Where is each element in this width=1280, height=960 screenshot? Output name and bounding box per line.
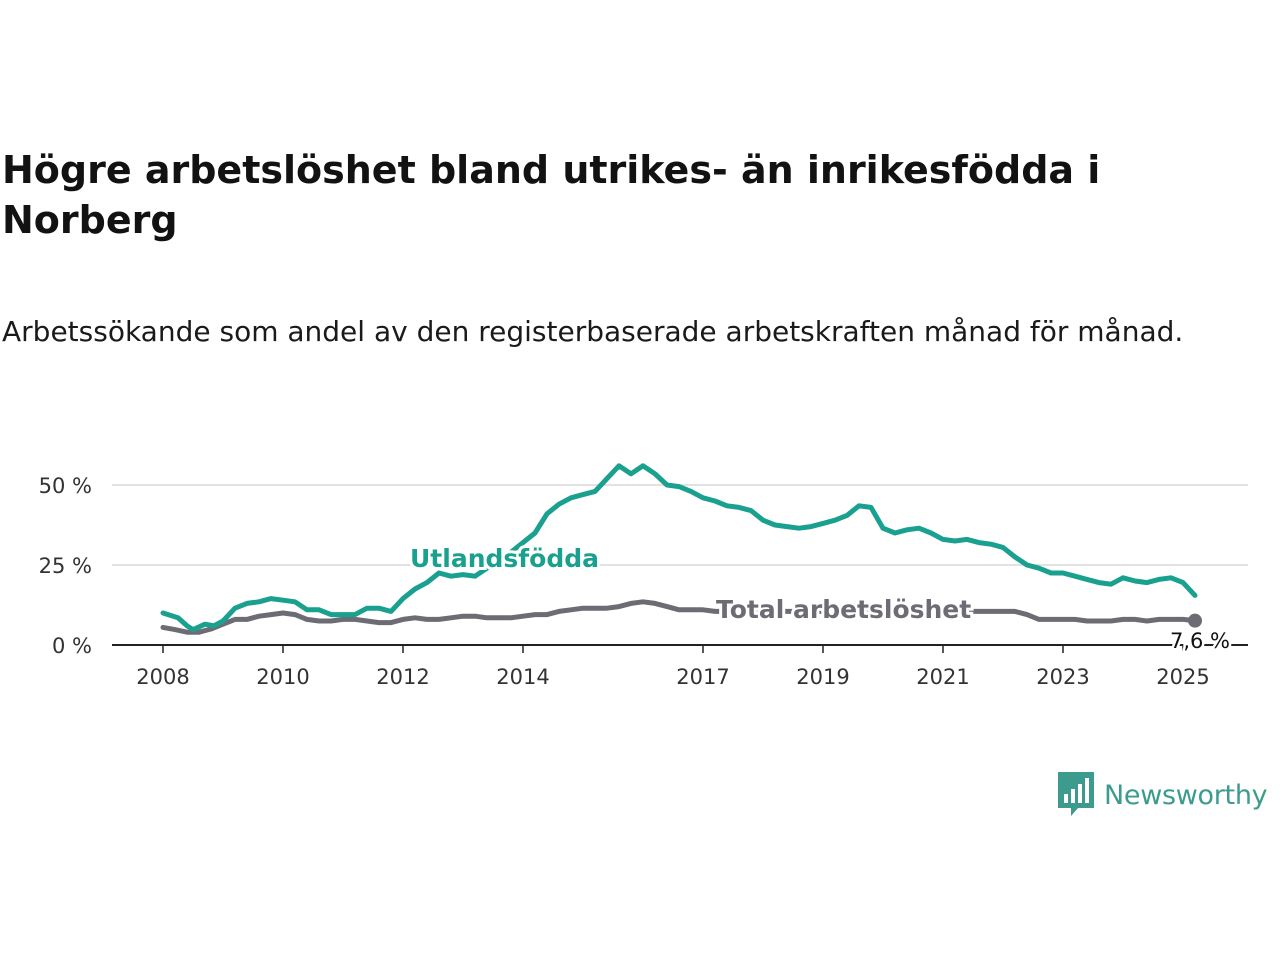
- chart-title: Högre arbetslöshet bland utrikes- än inr…: [2, 148, 1101, 242]
- end-value-label: 7,6 %: [1170, 629, 1230, 653]
- y-tick-label: 0 %: [52, 634, 92, 658]
- y-tick-label: 25 %: [39, 554, 92, 578]
- line-chart: 0 % 25 % 50 % 2008 2010 2012 2014 2017 2019 2021…: [39, 463, 1248, 689]
- x-tick-label: 2010: [256, 665, 309, 689]
- brand-name: Newsworthy: [1104, 779, 1268, 811]
- y-tick-label: 50 %: [39, 474, 92, 498]
- x-tick-label: 2017: [676, 665, 729, 689]
- x-tick-label: 2019: [796, 665, 849, 689]
- newsworthy-logo-icon: [1058, 772, 1094, 816]
- x-tick-label: 2025: [1156, 665, 1209, 689]
- x-tick-label: 2021: [916, 665, 969, 689]
- x-tick-label: 2012: [376, 665, 429, 689]
- series-line-total: [160, 599, 1198, 635]
- x-tick-label: 2014: [496, 665, 549, 689]
- series-line-utlandsfodda: [160, 463, 1198, 633]
- x-tick-label: 2023: [1036, 665, 1089, 689]
- chart-subtitle: Arbetssökande som andel av den registerb…: [2, 315, 1184, 348]
- series-label-total: Total arbetslöshet: [716, 595, 971, 624]
- x-tick-label: 2008: [136, 665, 189, 689]
- end-point-marker: [1188, 613, 1202, 628]
- series-label-utlandsfodda: Utlandsfödda: [410, 544, 599, 573]
- newsworthy-logo: Newsworthy: [1058, 772, 1268, 818]
